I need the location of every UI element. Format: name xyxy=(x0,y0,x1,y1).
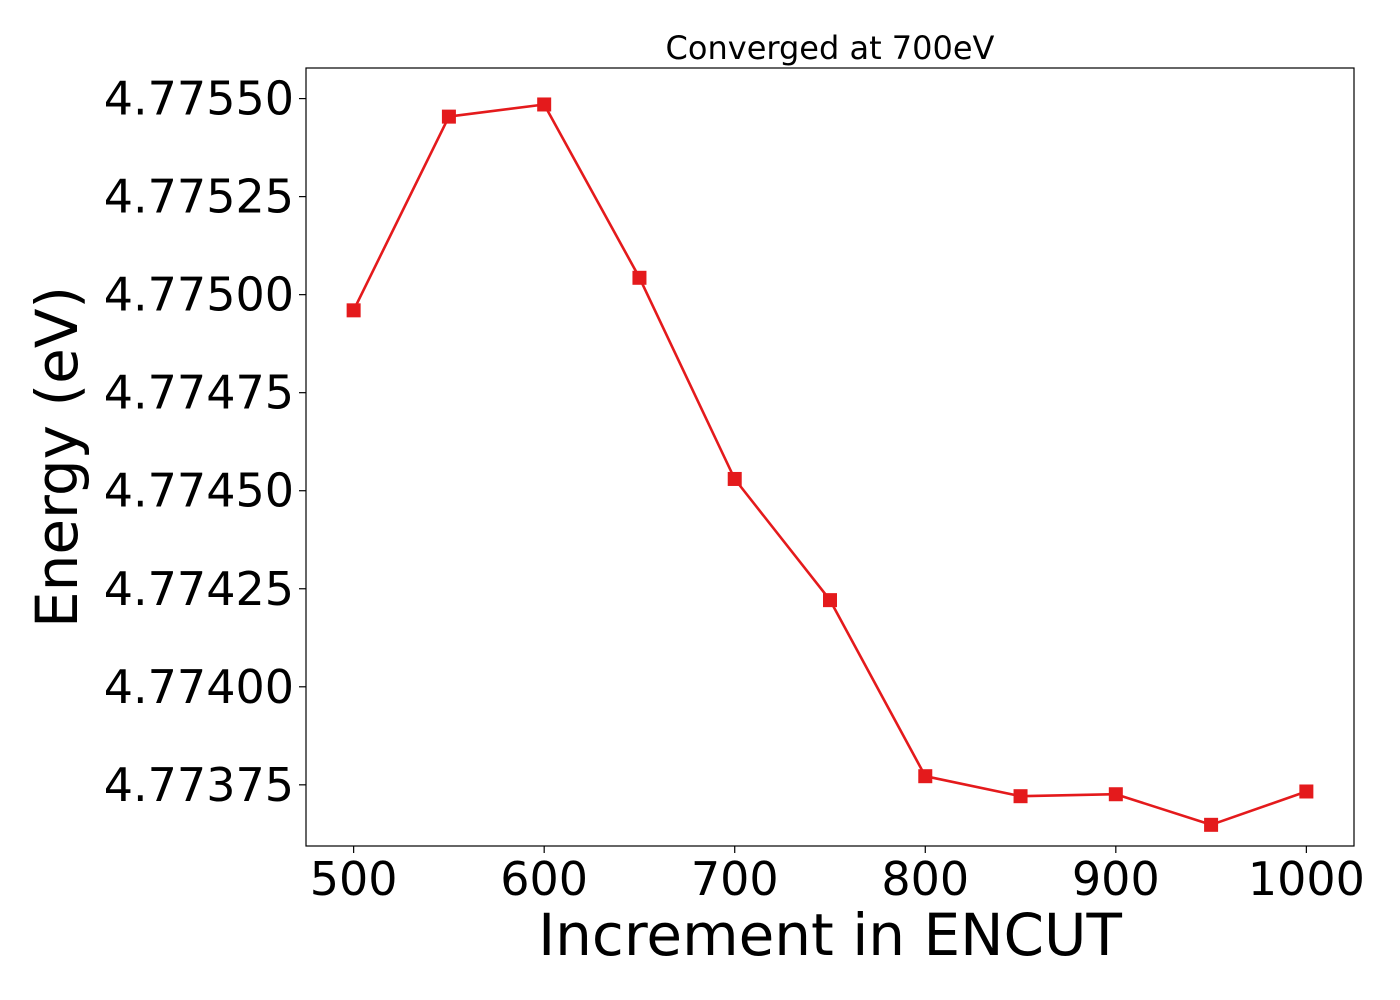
x-tick-label: 700 xyxy=(691,852,779,906)
y-tick-label: 4.77425 xyxy=(104,562,294,616)
data-point xyxy=(1204,817,1219,832)
x-tick-label: 600 xyxy=(500,852,588,906)
y-tick-label: 4.77475 xyxy=(104,366,294,420)
data-point xyxy=(918,769,933,784)
x-tick-label: 900 xyxy=(1072,852,1160,906)
y-tick-label: 4.77450 xyxy=(104,464,294,518)
y-tick-label: 4.77375 xyxy=(104,758,294,812)
data-point xyxy=(1013,789,1028,804)
y-axis-title: Energy (eV) xyxy=(23,286,91,628)
x-axis-title: Increment in ENCUT xyxy=(538,901,1122,969)
series-group xyxy=(346,97,1314,832)
x-tick-label: 1000 xyxy=(1248,852,1365,906)
y-tick-label: 4.77500 xyxy=(104,268,294,322)
data-point xyxy=(537,97,552,112)
y-tick-label: 4.77400 xyxy=(104,660,294,714)
plot-frame xyxy=(305,67,1355,847)
y-tick-label: 4.77525 xyxy=(104,170,294,224)
data-point xyxy=(1108,787,1123,802)
data-point xyxy=(1299,784,1314,799)
x-tick-label: 800 xyxy=(881,852,969,906)
data-point xyxy=(441,109,456,124)
x-tick-label: 500 xyxy=(310,852,398,906)
series-line xyxy=(352,103,1307,827)
data-point xyxy=(632,270,647,285)
chart-title: Converged at 700eV xyxy=(666,29,995,67)
ticks-group: 500 600 700 800 900 1000 4.77375 4.77400 4.77425… xyxy=(104,72,1365,906)
data-point xyxy=(346,303,361,318)
data-point xyxy=(727,471,742,486)
y-tick-label: 4.77550 xyxy=(104,72,294,126)
data-point xyxy=(823,593,837,608)
